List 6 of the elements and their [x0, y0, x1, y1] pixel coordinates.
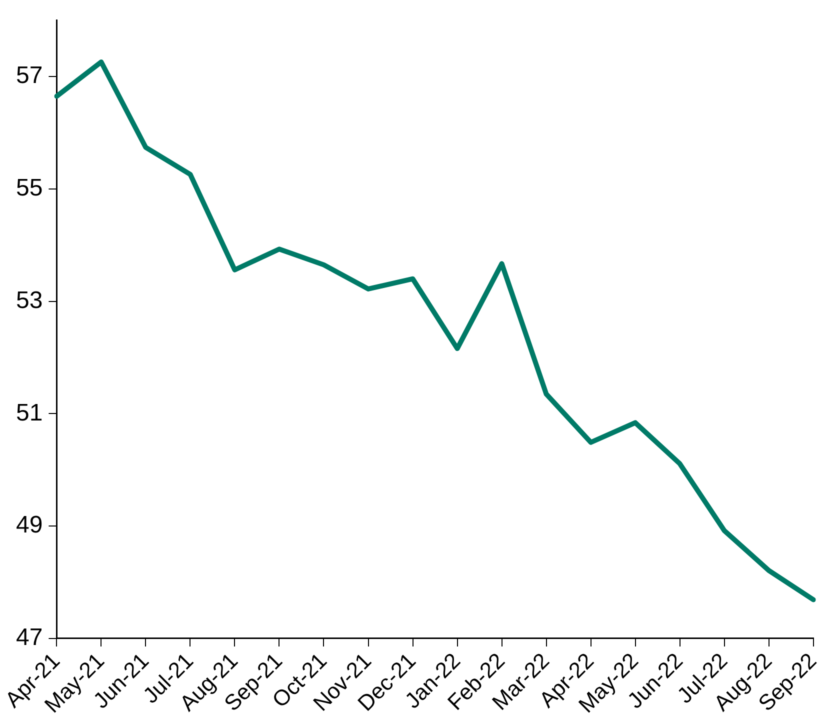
- y-tick-label: 51: [16, 399, 43, 426]
- y-tick-label: 47: [16, 624, 43, 652]
- y-tick-label: 53: [16, 286, 43, 314]
- y-tick-label: 57: [16, 62, 43, 90]
- y-tick-label: 55: [16, 174, 43, 202]
- y-tick-label: 49: [16, 512, 43, 539]
